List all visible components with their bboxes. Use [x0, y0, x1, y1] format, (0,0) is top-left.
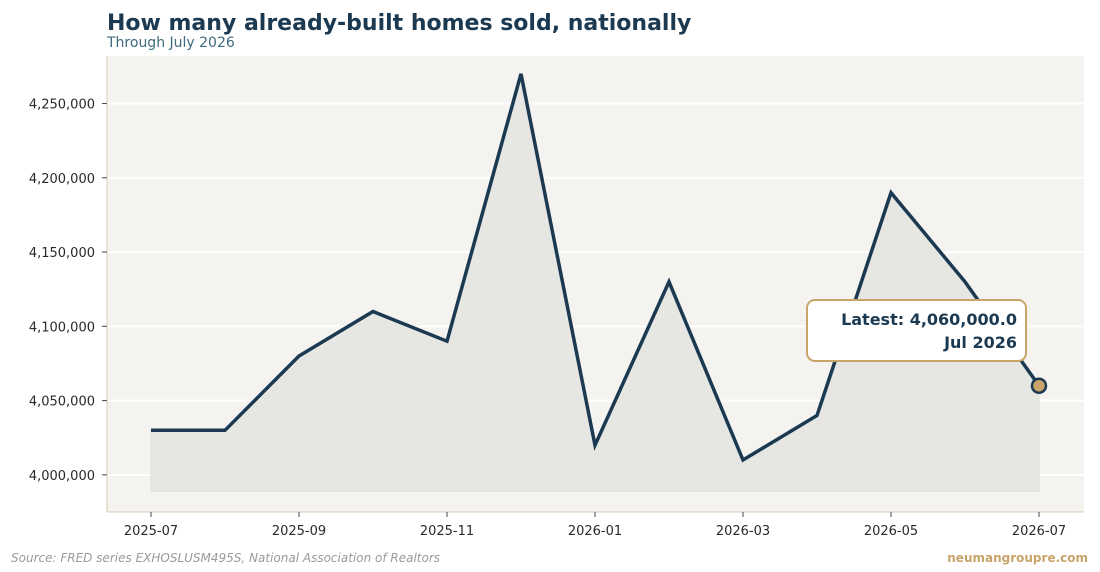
x-tick-label: 2026-05 — [864, 524, 918, 539]
latest-callout-date: Jul 2026 — [943, 333, 1017, 352]
x-tick-label: 2026-01 — [568, 524, 622, 539]
x-axis-ticks: 2025-07 2025-09 2025-11 2026-01 2026-03 2026-… — [124, 512, 1066, 539]
y-tick-label: 4,150,000 — [29, 246, 95, 261]
y-axis-ticks: 4,000,000 4,050,000 4,100,000 4,150,000 4,20… — [29, 98, 107, 484]
x-tick-label: 2026-07 — [1012, 524, 1066, 539]
chart-subtitle: Through July 2026 — [107, 35, 235, 51]
series-line — [151, 73, 1041, 463]
latest-point-marker — [1030, 377, 1048, 394]
latest-callout: Latest: 4,060,000.0 Jul 2026 — [806, 299, 1027, 362]
brand-link[interactable]: neumangroupre.com — [947, 551, 1088, 565]
latest-callout-value: Latest: 4,060,000.0 — [841, 310, 1017, 329]
x-tick-label: 2025-09 — [272, 524, 326, 539]
y-tick-label: 4,000,000 — [29, 469, 95, 484]
chart-title: How many already-built homes sold, natio… — [107, 11, 692, 36]
x-tick-label: 2025-07 — [124, 524, 178, 539]
y-tick-label: 4,250,000 — [29, 98, 95, 113]
x-tick-label: 2026-03 — [716, 524, 770, 539]
y-tick-label: 4,200,000 — [29, 172, 95, 187]
y-tick-label: 4,050,000 — [29, 395, 95, 410]
y-tick-label: 4,100,000 — [29, 320, 95, 335]
x-tick-label: 2025-11 — [420, 524, 474, 539]
source-note: Source: FRED series EXHOSLUSM495S, Natio… — [11, 551, 441, 565]
latest-callout-box — [806, 299, 1027, 362]
